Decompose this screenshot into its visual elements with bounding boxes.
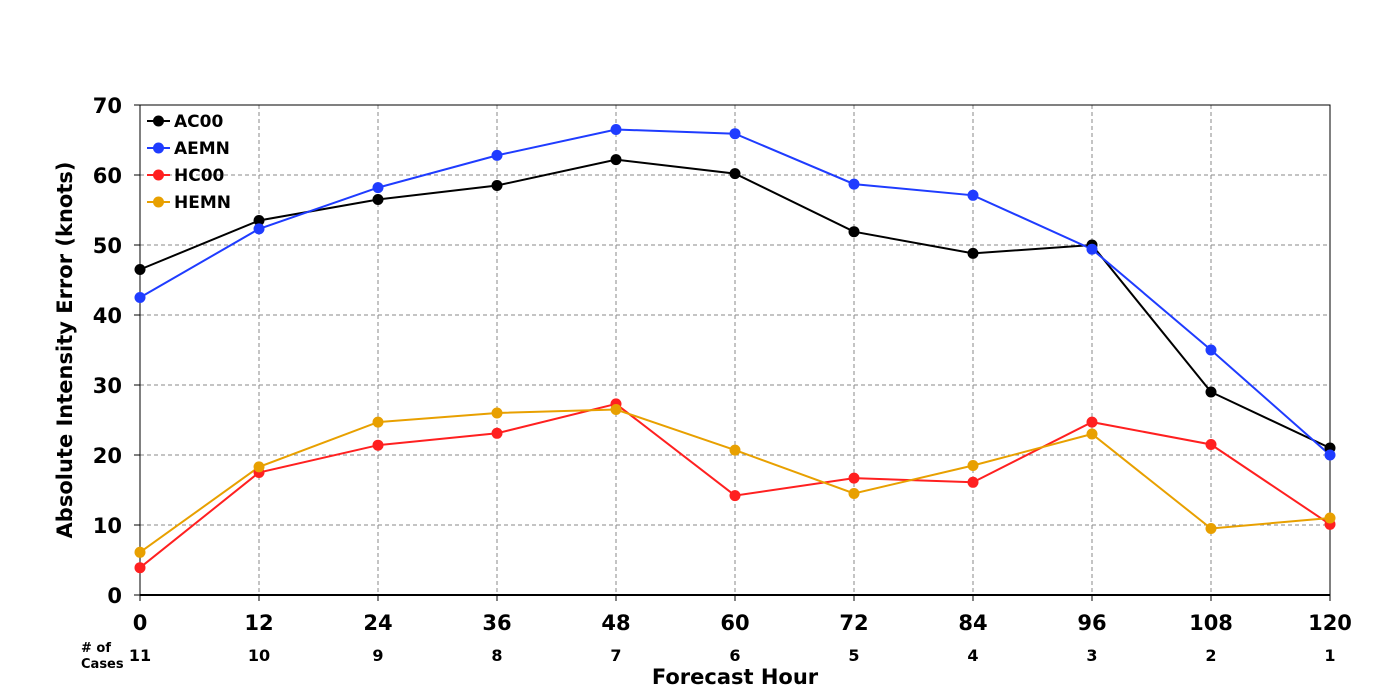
case-count: 3 <box>1086 646 1097 665</box>
data-point-hemn <box>1205 523 1217 534</box>
x-axis-ticks: 0 12 24 36 48 60 72 84 96 108 120 <box>133 595 1352 635</box>
data-point-hc00 <box>491 427 503 439</box>
data-point-aemn <box>610 124 622 135</box>
legend-label: AEMN <box>174 139 230 159</box>
data-point-aemn <box>372 182 384 194</box>
data-point-hc00 <box>848 472 860 484</box>
x-tick-label: 108 <box>1189 611 1233 635</box>
legend-label: HEMN <box>174 193 231 213</box>
case-count: 5 <box>848 646 859 665</box>
x-tick-label: 72 <box>839 611 868 635</box>
data-point-hemn <box>372 416 384 428</box>
data-point-hc00 <box>729 490 741 502</box>
data-point-hemn <box>1324 512 1336 524</box>
cases-label-line1: # of <box>81 641 111 656</box>
y-tick-label: 50 <box>93 234 122 258</box>
data-point-ac00 <box>610 154 622 166</box>
legend-marker <box>153 169 164 181</box>
data-point-ac00 <box>729 168 741 180</box>
data-point-hc00 <box>1086 416 1098 428</box>
x-tick-label: 120 <box>1308 611 1352 635</box>
data-point-hc00 <box>967 476 979 488</box>
case-count: 9 <box>372 646 383 665</box>
legend-label: AC00 <box>174 112 223 132</box>
legend-label: HC00 <box>174 166 225 186</box>
data-point-ac00 <box>134 264 146 275</box>
case-count: 11 <box>129 646 151 665</box>
y-tick-label: 30 <box>93 374 122 398</box>
x-tick-label: 0 <box>133 611 148 635</box>
data-point-ac00 <box>491 180 503 191</box>
case-count: 1 <box>1324 646 1335 665</box>
y-tick-label: 60 <box>93 164 122 188</box>
data-point-hemn <box>1086 428 1098 440</box>
data-point-aemn <box>729 128 741 140</box>
x-tick-label: 12 <box>244 611 273 635</box>
data-point-aemn <box>491 149 503 161</box>
data-series <box>134 124 1336 574</box>
data-point-hemn <box>610 404 622 415</box>
data-point-aemn <box>134 292 146 303</box>
data-point-hc00 <box>1205 439 1217 450</box>
data-point-aemn <box>253 223 265 235</box>
legend-marker <box>153 142 164 154</box>
data-point-hemn <box>253 461 265 473</box>
legend-marker <box>153 115 164 127</box>
cases-label-line2: Cases <box>81 657 124 672</box>
x-tick-label: 48 <box>601 611 630 635</box>
data-point-hc00 <box>372 439 384 451</box>
case-count: 4 <box>967 646 978 665</box>
y-tick-label: 0 <box>107 584 122 608</box>
x-tick-label: 84 <box>958 611 987 635</box>
data-point-ac00 <box>848 226 860 238</box>
data-point-aemn <box>1205 344 1217 356</box>
x-tick-label: 60 <box>720 611 749 635</box>
data-point-aemn <box>1086 243 1098 255</box>
data-point-hemn <box>967 460 979 471</box>
data-point-aemn <box>1324 449 1336 461</box>
x-tick-label: 96 <box>1077 611 1106 635</box>
case-count: 7 <box>610 646 621 665</box>
data-point-ac00 <box>253 215 265 226</box>
y-tick-label: 70 <box>93 94 122 118</box>
data-point-hemn <box>491 407 503 419</box>
data-point-ac00 <box>967 247 979 259</box>
x-tick-label: 24 <box>363 611 392 635</box>
case-count-row: 11 10 9 8 7 6 5 4 3 2 1 <box>129 646 1336 665</box>
case-count: 10 <box>248 646 270 665</box>
y-tick-label: 10 <box>93 514 122 538</box>
case-count: 8 <box>491 646 502 665</box>
y-tick-label: 40 <box>93 304 122 328</box>
data-point-aemn <box>967 189 979 201</box>
data-point-hemn <box>848 488 860 499</box>
legend: AC00 AEMN HC00 HEMN <box>147 112 231 213</box>
x-tick-label: 36 <box>482 611 511 635</box>
case-count: 2 <box>1205 646 1216 665</box>
data-point-hemn <box>134 546 146 558</box>
data-point-hemn <box>729 444 741 456</box>
legend-marker <box>153 196 164 208</box>
x-axis-title: Forecast Hour <box>652 665 819 689</box>
data-point-ac00 <box>372 194 384 205</box>
y-tick-label: 20 <box>93 444 122 468</box>
data-point-hc00 <box>134 562 146 574</box>
case-count: 6 <box>729 646 740 665</box>
y-axis-title: Absolute Intensity Error (knots) <box>53 162 77 539</box>
data-point-ac00 <box>1205 386 1217 398</box>
y-axis-ticks: 0 10 20 30 40 50 60 70 <box>93 94 140 608</box>
data-point-aemn <box>848 178 860 190</box>
